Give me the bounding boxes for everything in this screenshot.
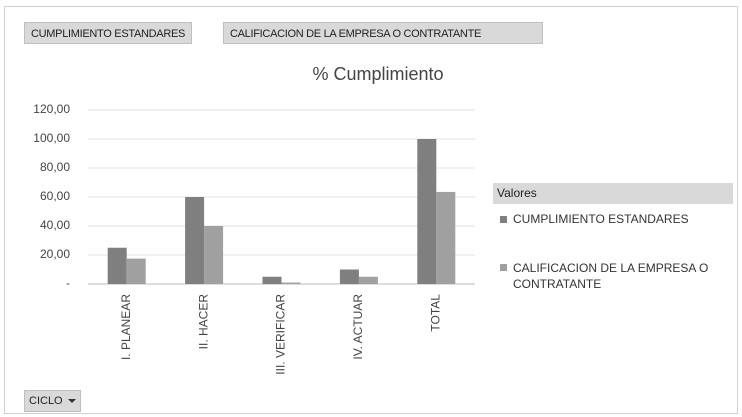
y-tick-label: 20,00 [40, 247, 70, 261]
legend-title: Valores [493, 183, 733, 204]
dropdown-arrow [67, 399, 76, 403]
y-tick-label: 40,00 [40, 218, 70, 232]
bar [358, 276, 378, 284]
bar [281, 282, 301, 284]
bar [185, 197, 205, 284]
x-tick-label: III. VERIFICAR [274, 294, 288, 375]
legend-swatch [500, 264, 507, 271]
axis-field-label: CICLO [29, 395, 63, 407]
legend-entry: CUMPLIMIENTO ESTANDARES [500, 212, 730, 226]
y-tick-label: 80,00 [40, 160, 70, 174]
y-tick-label: - [66, 276, 70, 290]
bar [262, 276, 282, 284]
bar [126, 258, 146, 284]
chart-frame [4, 6, 738, 414]
legend-label: CALIFICACION DE LA EMPRESA O CONTRATANTE [513, 261, 709, 291]
y-tick-label: 120,00 [33, 102, 70, 116]
bar [204, 226, 224, 284]
x-tick-label: II. HACER [196, 294, 210, 350]
legend-label: CUMPLIMIENTO ESTANDARES [513, 212, 689, 226]
bar [107, 247, 127, 284]
y-tick-label: 100,00 [33, 131, 70, 145]
bar [339, 269, 359, 284]
bar [436, 191, 456, 284]
x-tick-label: I. PLANEAR [119, 294, 133, 360]
bar [417, 139, 437, 284]
legend-swatch [500, 216, 507, 223]
field-button[interactable]: CALIFICACION DE LA EMPRESA O CONTRATANTE [223, 22, 543, 44]
axis-field-button[interactable]: CICLO [24, 390, 81, 412]
field-button[interactable]: CUMPLIMIENTO ESTANDARES [24, 22, 193, 44]
legend-entry: CALIFICACION DE LA EMPRESA O CONTRATANTE [500, 260, 730, 292]
x-tick-label: IV. ACTUAR [351, 294, 365, 360]
chart-title: % Cumplimiento [312, 64, 443, 84]
y-tick-label: 60,00 [40, 189, 70, 203]
x-tick-label: TOTAL [428, 294, 442, 332]
